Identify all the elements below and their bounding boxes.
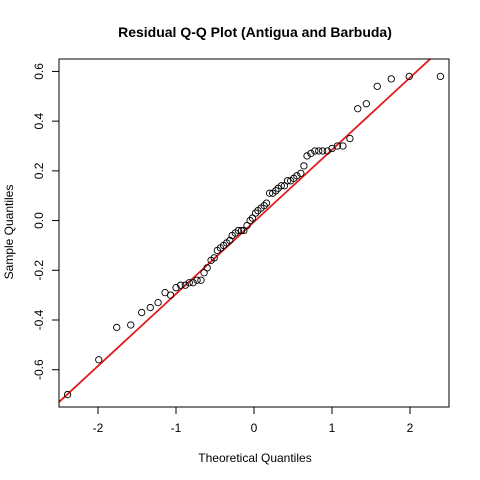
x-tick-label: 0 bbox=[251, 421, 258, 435]
data-point bbox=[138, 308, 146, 317]
data-point bbox=[277, 182, 285, 190]
data-point bbox=[246, 216, 254, 225]
data-point bbox=[373, 82, 381, 90]
data-point bbox=[283, 177, 292, 185]
data-point bbox=[262, 199, 271, 207]
x-tick-label: -2 bbox=[93, 421, 104, 435]
data-point bbox=[293, 172, 301, 180]
y-tick-label: 0.6 bbox=[32, 63, 46, 80]
data-point bbox=[193, 276, 201, 284]
data-point bbox=[234, 226, 243, 235]
y-tick-label: -0.4 bbox=[32, 309, 46, 330]
x-axis: -2 -1 0 1 2 bbox=[93, 406, 414, 435]
data-point bbox=[95, 356, 103, 364]
chart-title: Residual Q-Q Plot (Antigua and Barbuda) bbox=[118, 24, 392, 40]
data-point bbox=[339, 142, 347, 150]
data-point bbox=[177, 281, 185, 289]
y-tick-label: 0.4 bbox=[32, 112, 46, 129]
reference-line bbox=[59, 59, 432, 403]
data-point bbox=[251, 209, 260, 217]
data-point bbox=[127, 321, 135, 329]
y-axis-label: Sample Quantiles bbox=[2, 185, 16, 280]
y-axis: -0.6 -0.4 -0.2 0.0 0.2 0.4 0.6 bbox=[32, 63, 60, 380]
data-point bbox=[303, 152, 311, 160]
data-point bbox=[387, 75, 395, 83]
data-point bbox=[318, 147, 327, 155]
x-tick-label: 1 bbox=[329, 421, 336, 435]
x-tick-label: -1 bbox=[171, 421, 182, 435]
data-point bbox=[297, 169, 305, 177]
y-tick-label: -0.6 bbox=[32, 359, 46, 380]
data-point bbox=[113, 323, 121, 332]
data-point bbox=[300, 162, 308, 170]
data-point bbox=[189, 279, 197, 287]
data-points bbox=[63, 72, 445, 399]
data-point bbox=[203, 264, 211, 272]
plot-frame bbox=[58, 58, 450, 408]
data-point bbox=[197, 276, 205, 284]
data-point bbox=[405, 72, 413, 81]
data-point bbox=[260, 202, 268, 210]
data-point bbox=[237, 226, 246, 235]
y-tick-label: 0.0 bbox=[32, 212, 46, 229]
data-point bbox=[436, 72, 445, 81]
data-point bbox=[311, 147, 319, 155]
y-tick-label: 0.2 bbox=[32, 162, 46, 179]
x-axis-label: Theoretical Quantiles bbox=[198, 451, 311, 465]
data-point bbox=[181, 281, 190, 289]
x-tick-label: 2 bbox=[407, 421, 414, 435]
data-point bbox=[272, 187, 280, 195]
data-point bbox=[146, 303, 154, 312]
y-tick-label: -0.2 bbox=[32, 260, 46, 281]
data-point bbox=[362, 100, 370, 108]
data-point bbox=[333, 142, 342, 150]
data-point bbox=[185, 279, 193, 287]
data-point bbox=[354, 105, 362, 113]
data-point bbox=[265, 189, 274, 197]
data-point bbox=[315, 147, 323, 155]
data-point bbox=[63, 390, 72, 399]
data-point bbox=[307, 149, 315, 158]
data-point bbox=[346, 134, 354, 143]
data-point bbox=[210, 254, 218, 262]
data-point bbox=[154, 298, 162, 307]
data-point bbox=[166, 291, 175, 299]
